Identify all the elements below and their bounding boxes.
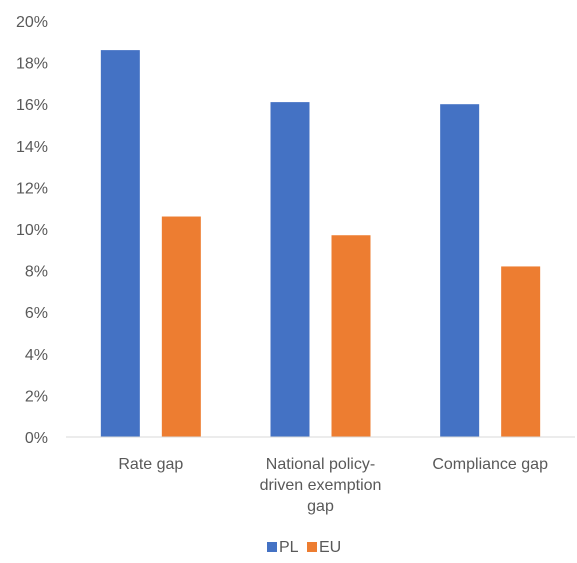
bar-eu	[331, 235, 371, 437]
x-tick-label: Rate gap	[118, 456, 183, 473]
legend-label: PL	[279, 539, 299, 556]
y-tick-label: 8%	[25, 264, 48, 281]
x-tick-label: gap	[307, 498, 334, 515]
y-tick-label: 14%	[16, 139, 48, 156]
y-tick-label: 20%	[16, 14, 48, 31]
bar-eu	[501, 266, 541, 437]
legend-swatch-eu	[307, 542, 317, 552]
bar-pl	[440, 104, 480, 437]
x-tick-label: Compliance gap	[432, 456, 548, 473]
y-tick-label: 16%	[16, 97, 48, 114]
y-tick-label: 12%	[16, 180, 48, 197]
bars	[100, 50, 541, 438]
bar-pl	[100, 50, 140, 438]
y-tick-label: 4%	[25, 347, 48, 364]
bar-pl	[270, 102, 310, 438]
x-tick-label: driven exemption	[260, 477, 382, 494]
y-axis: 0% 2% 4% 6% 8% 10% 12% 14% 16% 18% 20%	[16, 14, 48, 447]
bar-eu	[161, 216, 201, 437]
legend-label: EU	[319, 539, 341, 556]
y-tick-label: 10%	[16, 222, 48, 239]
y-tick-label: 18%	[16, 56, 48, 73]
y-tick-label: 0%	[25, 430, 48, 447]
legend: PL EU	[267, 539, 341, 556]
x-tick-label: National policy-	[266, 456, 375, 473]
x-axis: Rate gap National policy-driven exemption…	[118, 456, 548, 515]
y-tick-label: 6%	[25, 305, 48, 322]
legend-swatch-pl	[267, 542, 277, 552]
y-tick-label: 2%	[25, 388, 48, 405]
